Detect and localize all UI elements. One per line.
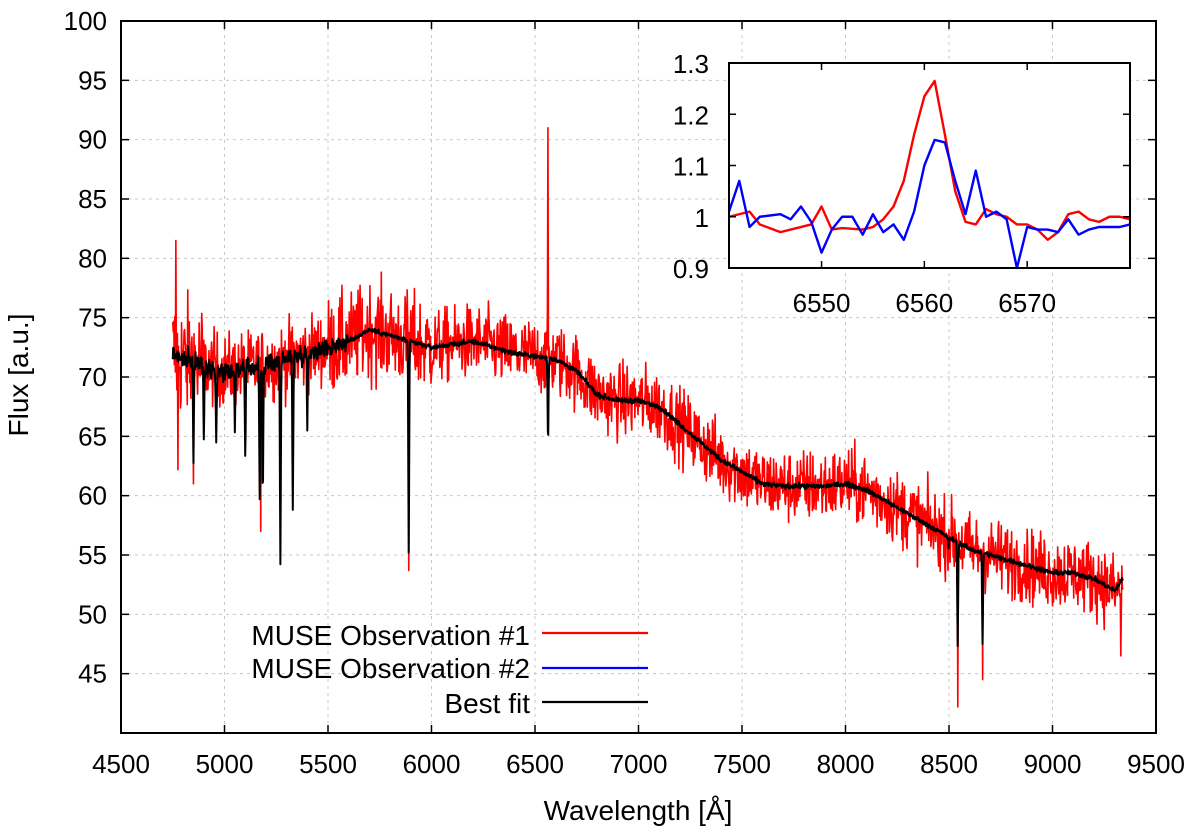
x-tick-label: 7000 xyxy=(610,749,668,779)
x-tick-label: 4500 xyxy=(92,749,150,779)
y-tick-label: 70 xyxy=(78,362,107,392)
y-tick-label: 45 xyxy=(78,659,107,689)
inset-y-tick-label: 1.2 xyxy=(673,100,709,130)
main-plot-area xyxy=(171,127,1124,708)
inset-x-tick-label: 6570 xyxy=(998,288,1056,318)
inset-x-tick-label: 6560 xyxy=(895,288,953,318)
legend-label-obs2: MUSE Observation #2 xyxy=(251,653,530,684)
y-tick-label: 75 xyxy=(78,303,107,333)
inset-background xyxy=(729,63,1130,268)
y-tick-label: 50 xyxy=(78,599,107,629)
inset-x-tick-label: 6550 xyxy=(793,288,851,318)
y-tick-label: 65 xyxy=(78,421,107,451)
inset-y-tick-label: 1.1 xyxy=(673,152,709,182)
inset-y-tick-label: 1 xyxy=(695,203,709,233)
y-axis-label: Flux [a.u.] xyxy=(3,314,34,437)
x-tick-label: 9000 xyxy=(1024,749,1082,779)
y-tick-label: 90 xyxy=(78,125,107,155)
inset-chart: 6550 6560 6570 0.9 1 1.1 1.2 1.3 xyxy=(673,49,1131,318)
x-tick-label: 6000 xyxy=(403,749,461,779)
x-tick-label: 5500 xyxy=(299,749,357,779)
y-tick-label: 55 xyxy=(78,540,107,570)
x-tick-label: 5000 xyxy=(196,749,254,779)
main-axes: 4500 5000 5500 6000 6500 7000 7500 8000 8500 9000… xyxy=(64,6,1185,779)
inset-series-line-obs2 xyxy=(727,138,1131,270)
y-tick-label: 80 xyxy=(78,243,107,273)
y-tick-label: 85 xyxy=(78,184,107,214)
x-tick-label: 6500 xyxy=(506,749,564,779)
legend-label-best-fit: Best fit xyxy=(444,688,530,719)
legend: MUSE Observation #1 MUSE Observation #2 … xyxy=(251,620,648,719)
series-line-best-fit xyxy=(171,327,1124,648)
legend-label-obs1: MUSE Observation #1 xyxy=(251,620,530,651)
x-tick-label: 9500 xyxy=(1127,749,1185,779)
x-axis-label: Wavelength [Å] xyxy=(544,795,733,826)
y-tick-label: 100 xyxy=(64,6,107,36)
x-tick-label: 7500 xyxy=(713,749,771,779)
inset-axes: 6550 6560 6570 0.9 1 1.1 1.2 1.3 xyxy=(673,49,1130,318)
x-tick-label: 8500 xyxy=(920,749,978,779)
inset-y-tick-label: 0.9 xyxy=(673,254,709,284)
x-tick-label: 8000 xyxy=(817,749,875,779)
inset-y-tick-label: 1.3 xyxy=(673,49,709,79)
y-tick-label: 95 xyxy=(78,65,107,95)
inset-plot-area xyxy=(727,79,1131,270)
y-tick-label: 60 xyxy=(78,481,107,511)
